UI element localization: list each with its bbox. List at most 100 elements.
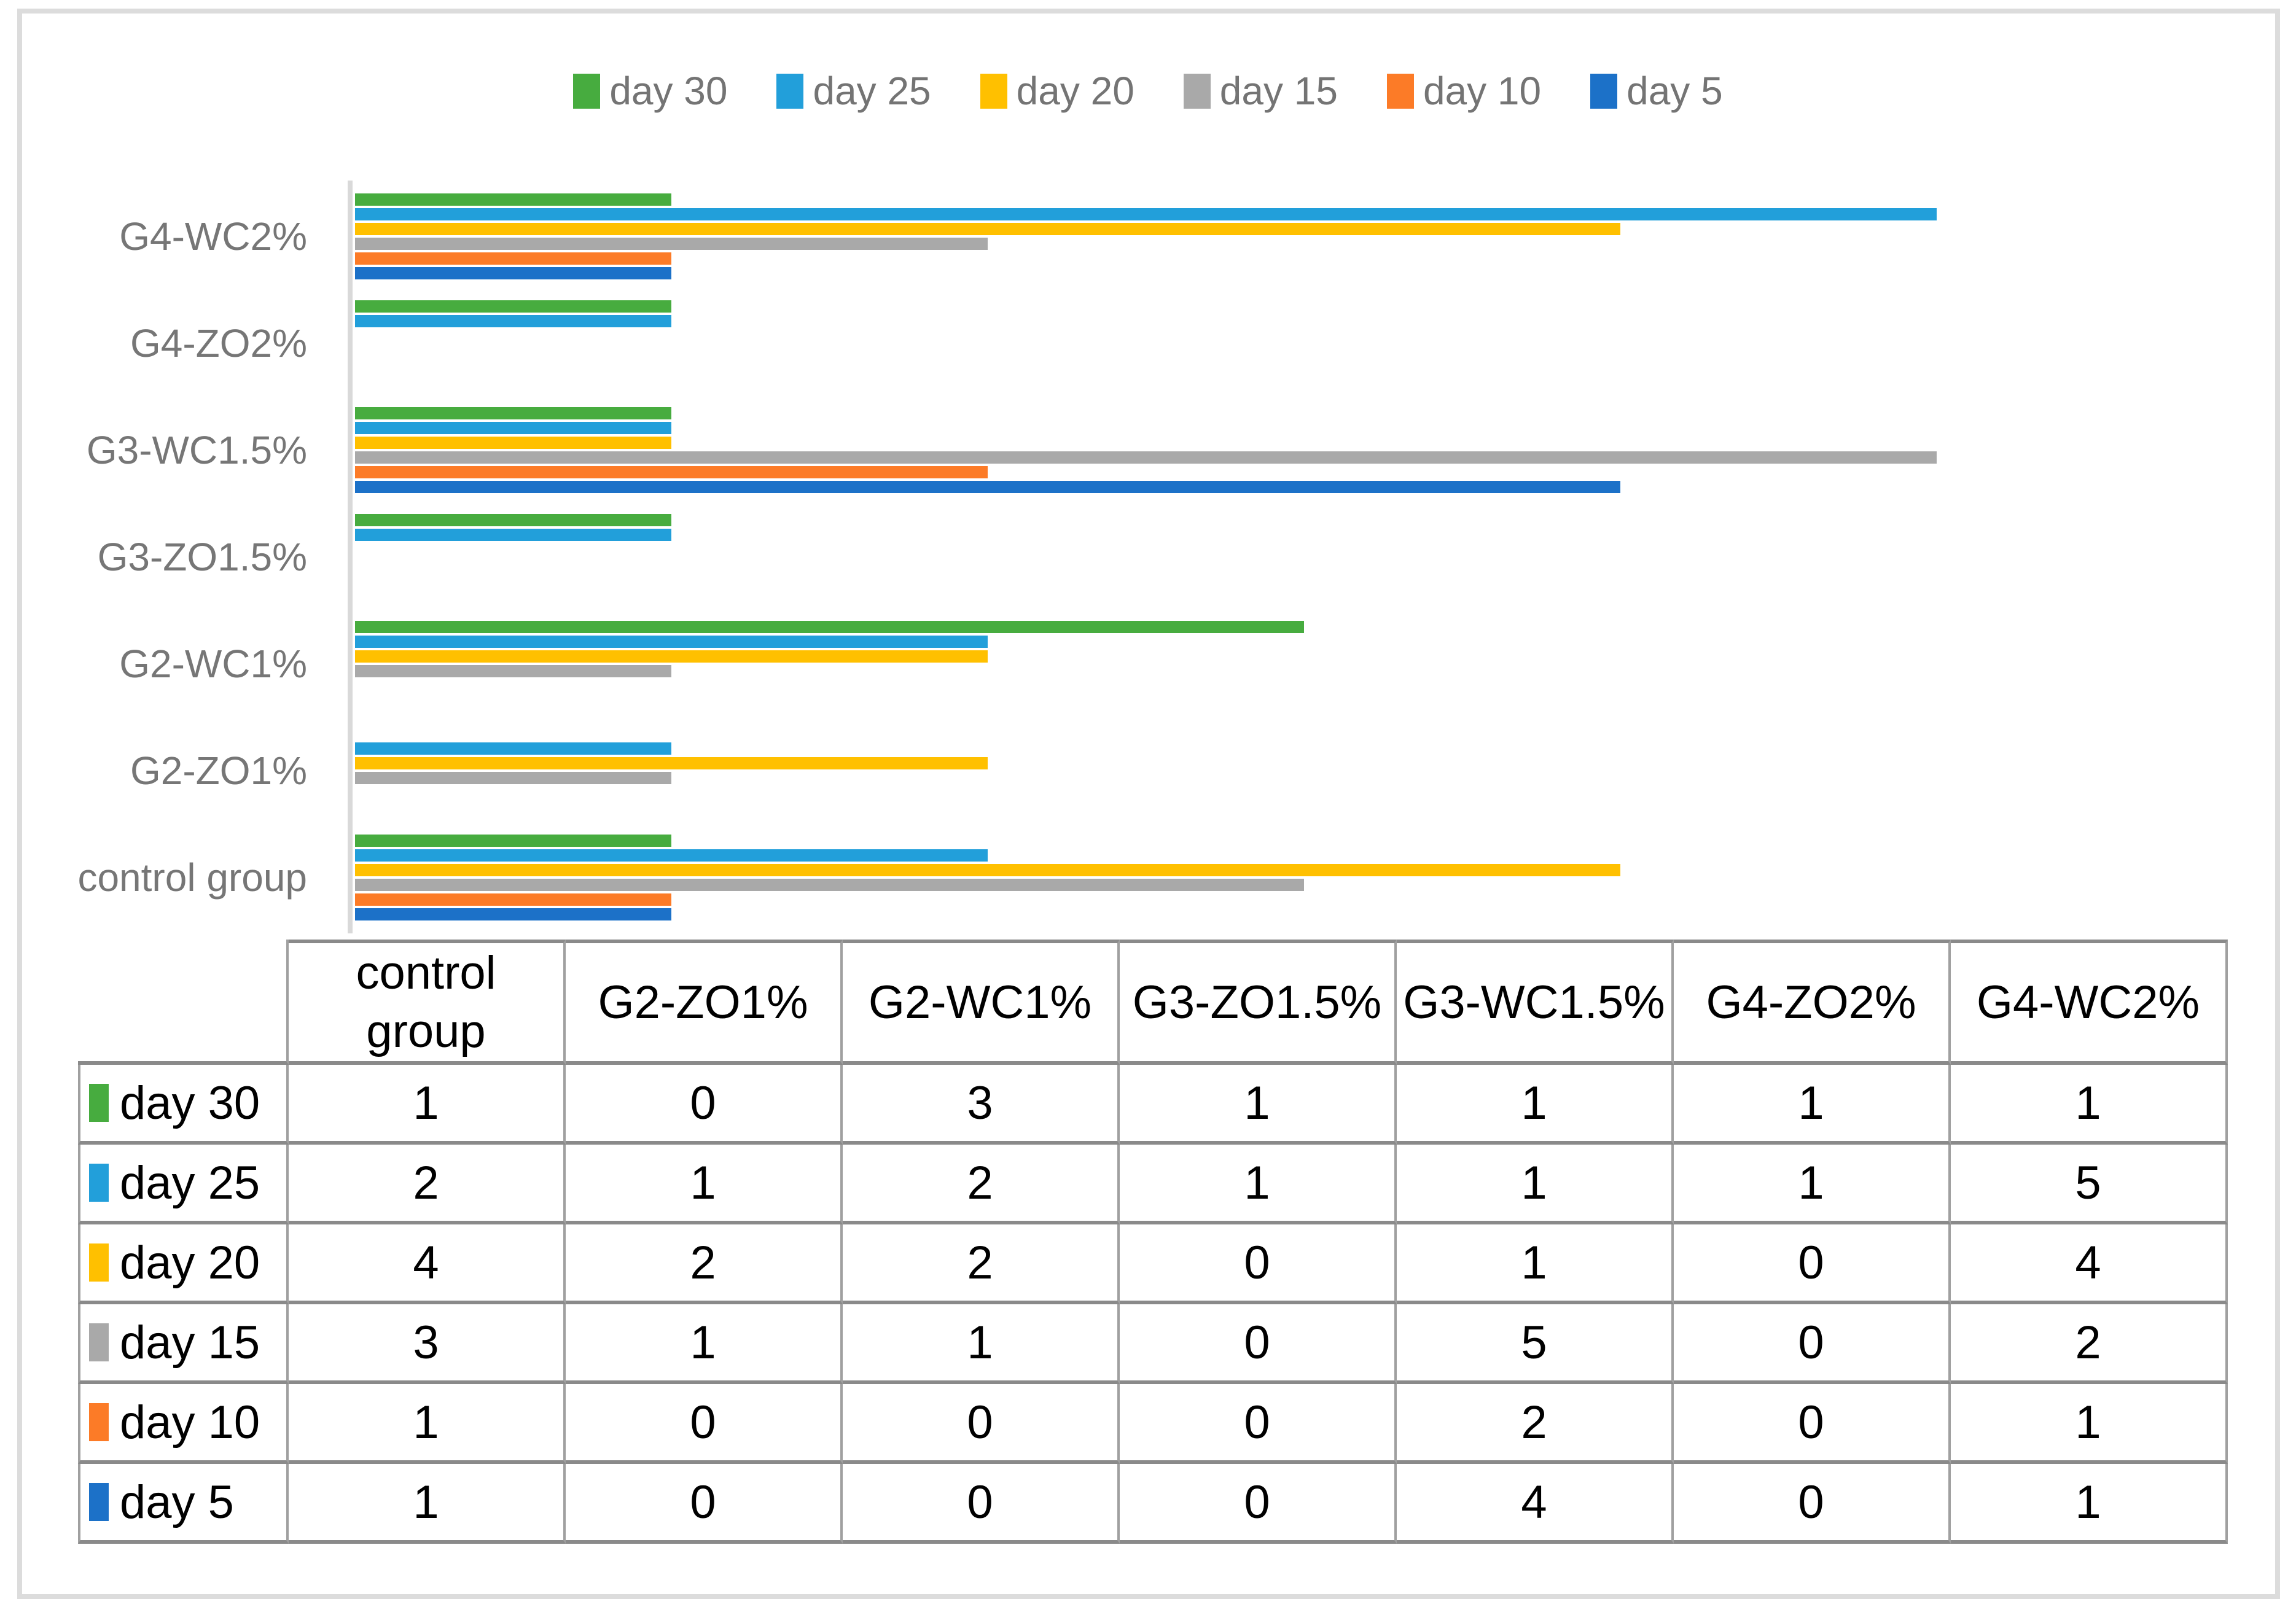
- bar-day-5-control-group: [355, 908, 671, 920]
- table-row-label-day-15: day 15: [78, 1304, 289, 1384]
- table-value-cell: 1: [1951, 1065, 2228, 1145]
- bar-day-25-G4-ZO2-: [355, 315, 671, 327]
- table-row-label-day-30: day 30: [78, 1065, 289, 1145]
- bar-slot: [355, 267, 2259, 279]
- table-value-cell: 0: [1120, 1384, 1397, 1464]
- bar-day-10-G4-WC2-: [355, 252, 671, 265]
- category-label-G4-WC2-: G4-WC2%: [119, 214, 307, 259]
- data-table: control group G2-ZO1% G2-WC1% G3-ZO1.5% G3-W…: [78, 940, 2228, 1544]
- bar-day-20-G2-ZO1-: [355, 757, 988, 769]
- bar-slot: [355, 588, 2259, 600]
- bar-slot: [355, 315, 2259, 327]
- bar-group-G2-WC1-: [355, 610, 2259, 717]
- bar-group-G4-WC2-: [355, 183, 2259, 290]
- table-value-cell: 4: [289, 1224, 566, 1304]
- table-header-G4-ZO2-: G4-ZO2%: [1674, 940, 1951, 1065]
- bar-slot: [355, 835, 2259, 847]
- table-value-cell: 5: [1397, 1304, 1674, 1384]
- legend-item-day-15: day 15: [1183, 68, 1338, 114]
- bar-group-G3-WC1.5-: [355, 397, 2259, 504]
- table-value-cell: 0: [843, 1384, 1120, 1464]
- bar-slot: [355, 893, 2259, 906]
- bar-day-15-G2-WC1-: [355, 665, 671, 677]
- table-value-cell: 1: [1397, 1065, 1674, 1145]
- table-value-cell: 1: [1951, 1464, 2228, 1544]
- bar-slot: [355, 787, 2259, 799]
- bar-day-5-G3-WC1.5-: [355, 481, 1620, 493]
- legend-item-day-30: day 30: [573, 68, 727, 114]
- legend-item-day-5: day 5: [1590, 68, 1723, 114]
- table-value-cell: 0: [1120, 1304, 1397, 1384]
- bar-day-25-G2-ZO1-: [355, 742, 671, 755]
- chart-legend: day 30 day 25 day 20 day 15 day 10 day 5: [0, 63, 2296, 119]
- bar-slot: [355, 223, 2259, 235]
- legend-label: day 20: [1016, 69, 1134, 113]
- bar-group-G2-ZO1-: [355, 717, 2259, 824]
- bar-day-25-control-group: [355, 849, 988, 862]
- bar-slot: [355, 728, 2259, 740]
- bar-slot: [355, 864, 2259, 876]
- table-series-swatch-icon: [89, 1243, 109, 1282]
- table-header-G4-WC2-: G4-WC2%: [1951, 940, 2228, 1065]
- table-header-G2-WC1-: G2-WC1%: [843, 940, 1120, 1065]
- table-value-cell: 1: [289, 1384, 566, 1464]
- table-value-cell: 0: [1120, 1224, 1397, 1304]
- table-value-cell: 4: [1951, 1224, 2228, 1304]
- table-value-cell: 5: [1951, 1145, 2228, 1224]
- bar-day-25-G3-WC1.5-: [355, 422, 671, 434]
- bar-day-5-G4-WC2-: [355, 267, 671, 279]
- bar-day-10-G3-WC1.5-: [355, 466, 988, 478]
- bar-slot: [355, 359, 2259, 372]
- bar-slot: [355, 680, 2259, 692]
- table-value-cell: 0: [1674, 1464, 1951, 1544]
- table-row-label-text: day 30: [120, 1076, 260, 1129]
- category-axis-line: [348, 181, 353, 933]
- legend-label: day 30: [609, 69, 728, 113]
- table-value-cell: 4: [1397, 1464, 1674, 1544]
- bar-slot: [355, 650, 2259, 663]
- bar-slot: [355, 757, 2259, 769]
- bar-day-30-G4-ZO2-: [355, 300, 671, 313]
- bar-slot: [355, 407, 2259, 419]
- category-label-control-group: control group: [77, 855, 307, 900]
- bar-day-25-G3-ZO1.5-: [355, 529, 671, 541]
- table-value-cell: 3: [843, 1065, 1120, 1145]
- table-row-label-text: day 5: [120, 1476, 234, 1528]
- legend-swatch-icon: [573, 73, 601, 109]
- legend-label: day 25: [813, 69, 931, 113]
- table-series-swatch-icon: [89, 1323, 109, 1361]
- legend-swatch-icon: [1183, 73, 1211, 109]
- table-series-swatch-icon: [89, 1084, 109, 1122]
- table-value-cell: 0: [843, 1464, 1120, 1544]
- bar-slot: [355, 193, 2259, 206]
- bar-day-15-G4-WC2-: [355, 238, 988, 250]
- table-value-cell: 1: [1951, 1384, 2228, 1464]
- bar-slot: [355, 208, 2259, 220]
- table-value-cell: 2: [289, 1145, 566, 1224]
- bar-slot: [355, 908, 2259, 920]
- legend-swatch-icon: [1386, 73, 1414, 109]
- bar-day-30-G4-WC2-: [355, 193, 671, 206]
- bar-day-30-G3-WC1.5-: [355, 407, 671, 419]
- bar-day-20-G3-WC1.5-: [355, 437, 671, 449]
- table-row-label-text: day 20: [120, 1236, 260, 1289]
- bar-group-G3-ZO1.5-: [355, 504, 2259, 610]
- table-value-cell: 2: [1951, 1304, 2228, 1384]
- bar-slot: [355, 573, 2259, 585]
- legend-item-day-20: day 20: [980, 68, 1134, 114]
- bar-day-15-G2-ZO1-: [355, 772, 671, 784]
- bar-slot: [355, 621, 2259, 633]
- category-label-G3-ZO1.5-: G3-ZO1.5%: [97, 535, 307, 579]
- table-value-cell: 1: [1397, 1224, 1674, 1304]
- table-value-cell: 1: [1674, 1145, 1951, 1224]
- legend-label: day 10: [1423, 69, 1542, 113]
- table-row-label-text: day 10: [120, 1396, 260, 1449]
- table-series-swatch-icon: [89, 1403, 109, 1441]
- table-header-G2-ZO1-: G2-ZO1%: [566, 940, 843, 1065]
- legend-label: day 15: [1219, 69, 1338, 113]
- bar-slot: [355, 849, 2259, 862]
- legend-item-day-10: day 10: [1386, 68, 1542, 114]
- table-value-cell: 2: [1397, 1384, 1674, 1464]
- bar-slot: [355, 300, 2259, 313]
